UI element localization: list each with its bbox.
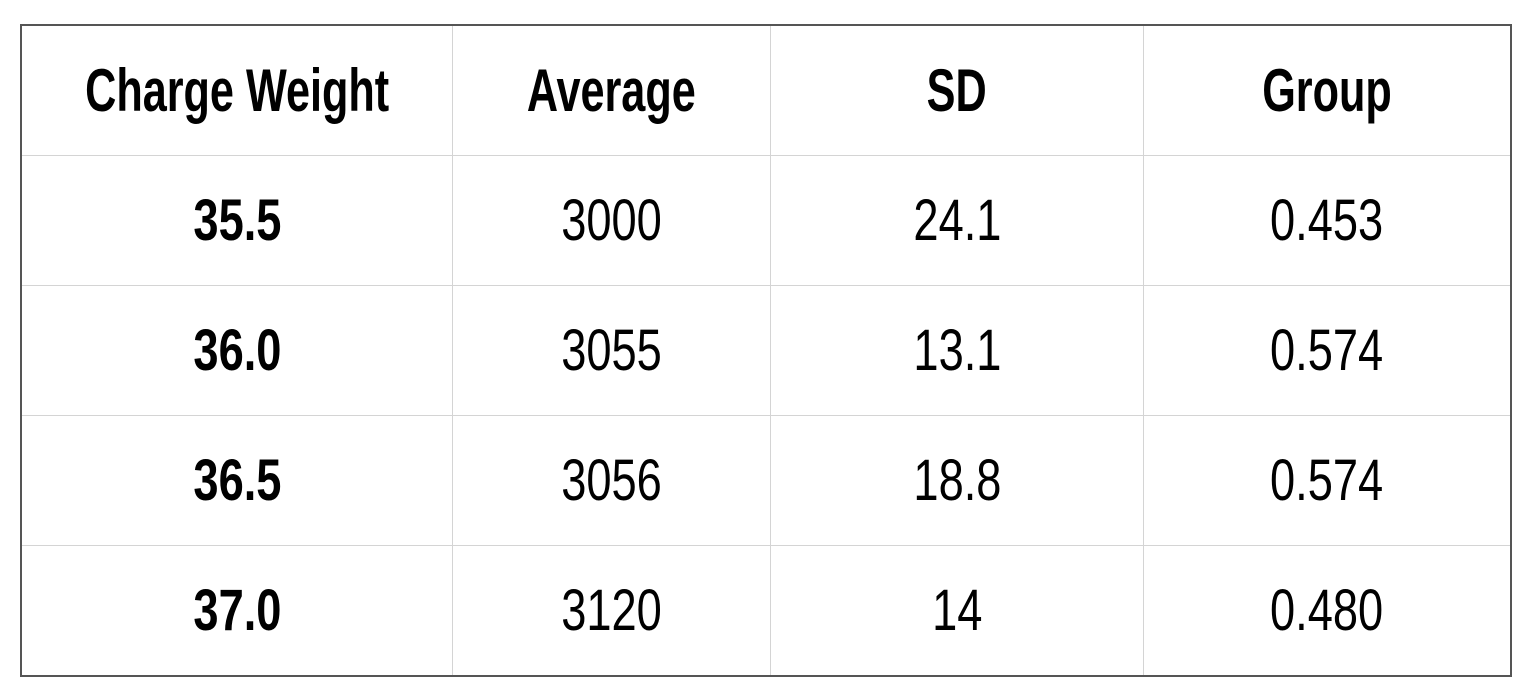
- average-cell: 3056: [452, 415, 771, 546]
- cell-value: 3120: [561, 578, 662, 643]
- header-label: Average: [527, 57, 696, 124]
- cell-value: 18.8: [912, 448, 1002, 513]
- table-row: 36.0 3055 13.1 0.574: [20, 285, 1512, 416]
- group-cell: 0.453: [1143, 155, 1512, 286]
- cell-value: 24.1: [912, 188, 1002, 253]
- group-cell: 0.480: [1143, 545, 1512, 677]
- cell-value: 0.480: [1270, 578, 1384, 643]
- sd-cell: 24.1: [770, 155, 1144, 286]
- average-cell: 3055: [452, 285, 771, 416]
- table-row: 35.5 3000 24.1 0.453: [20, 155, 1512, 286]
- group-cell: 0.574: [1143, 285, 1512, 416]
- charge-weight-cell: 36.0: [20, 285, 453, 416]
- header-row: Charge Weight Average SD Group: [20, 24, 1512, 156]
- sd-cell: 14: [770, 545, 1144, 677]
- header-label: Charge Weight: [84, 57, 390, 124]
- cell-value: 14: [931, 578, 983, 643]
- charge-weight-cell: 35.5: [20, 155, 453, 286]
- cell-value: 0.453: [1270, 188, 1384, 253]
- average-cell: 3120: [452, 545, 771, 677]
- cell-value: 3055: [561, 318, 662, 383]
- charge-weight-cell: 36.5: [20, 415, 453, 546]
- header-group: Group: [1143, 24, 1512, 156]
- cell-value: 0.574: [1270, 318, 1384, 383]
- cell-value: 3056: [561, 448, 662, 513]
- cell-value: 0.574: [1270, 448, 1384, 513]
- sd-cell: 18.8: [770, 415, 1144, 546]
- header-average: Average: [452, 24, 771, 156]
- cell-value: 36.0: [192, 318, 282, 383]
- cell-value: 35.5: [192, 188, 282, 253]
- table-row: 36.5 3056 18.8 0.574: [20, 415, 1512, 546]
- header-sd: SD: [770, 24, 1144, 156]
- header-label: Group: [1262, 57, 1392, 124]
- cell-value: 13.1: [912, 318, 1002, 383]
- cell-value: 3000: [561, 188, 662, 253]
- sd-cell: 13.1: [770, 285, 1144, 416]
- average-cell: 3000: [452, 155, 771, 286]
- header-charge-weight: Charge Weight: [20, 24, 453, 156]
- data-table: Charge Weight Average SD Group 35.5 3000 2…: [20, 24, 1512, 677]
- charge-weight-cell: 37.0: [20, 545, 453, 677]
- cell-value: 36.5: [192, 448, 282, 513]
- table-row: 37.0 3120 14 0.480: [20, 545, 1512, 677]
- header-label: SD: [926, 57, 988, 124]
- cell-value: 37.0: [192, 578, 282, 643]
- group-cell: 0.574: [1143, 415, 1512, 546]
